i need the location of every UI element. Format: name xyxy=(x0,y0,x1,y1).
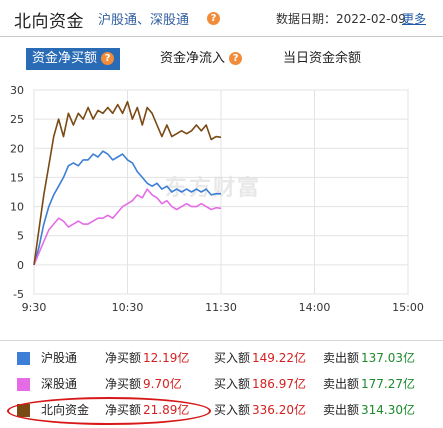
header: 北向资金 沪股通、深股通 ? 数据日期：2022-02-09 更多 xyxy=(0,0,443,36)
series-name: 深股通 xyxy=(41,377,78,391)
tab-daily-balance[interactable]: 当日资金余额 xyxy=(277,48,367,70)
series-line-深股通 xyxy=(33,188,222,266)
buy-label: 买入额 xyxy=(214,403,251,417)
sell-label: 卖出额 xyxy=(323,403,360,417)
highlight-ellipse xyxy=(7,397,211,425)
tab-net-buy[interactable]: 资金净买额 ? xyxy=(26,48,121,70)
line-chart: 30 25 20 15 10 5 0 -59:30 10:30 11:30 14:00 15:00 xyxy=(10,84,424,314)
sell-value: 314.30亿 xyxy=(361,403,415,417)
y-tick-label: 30 xyxy=(10,84,24,97)
y-tick-label: 5 xyxy=(17,230,24,243)
y-tick-label: 0 xyxy=(17,259,24,272)
x-tick-label: 11:30 xyxy=(205,301,237,314)
tab-label: 当日资金余额 xyxy=(283,51,362,66)
help-icon[interactable]: ? xyxy=(101,52,115,65)
watermark: 东方财富 xyxy=(165,176,262,201)
series-name: 沪股通 xyxy=(41,351,78,365)
x-tick-label: 14:00 xyxy=(299,301,331,314)
page-title: 北向资金 xyxy=(14,12,84,32)
header-divider xyxy=(0,36,443,37)
tab-label: 资金净买额 xyxy=(32,51,98,66)
buy-value: 149.22亿 xyxy=(252,351,306,365)
data-date-label: 数据日期： xyxy=(276,12,337,26)
chart-area: 东方财富 30 25 20 15 10 5 0 -5 9:30 10:30 11:30 14:00 15… xyxy=(0,80,443,320)
buy-label: 买入额 xyxy=(214,377,251,391)
buy-value: 336.20亿 xyxy=(252,403,306,417)
series-line-沪股通 xyxy=(33,150,222,266)
tab-label: 资金净流入 xyxy=(160,51,226,66)
sell-label: 卖出额 xyxy=(323,377,360,391)
y-tick-label: -5 xyxy=(13,288,24,301)
net-value: 12.19亿 xyxy=(143,351,190,365)
buy-value: 186.97亿 xyxy=(252,377,306,391)
sell-label: 卖出额 xyxy=(323,351,360,365)
legend-row-sz[interactable]: 深股通 净买额 9.70亿 买入额 186.97亿 卖出额 177.27亿 xyxy=(0,371,443,397)
buy-label: 买入额 xyxy=(214,351,251,365)
data-date: 数据日期：2022-02-09 xyxy=(276,10,406,27)
help-icon[interactable]: ? xyxy=(229,52,243,65)
x-tick-label: 10:30 xyxy=(112,301,144,314)
data-date-value: 2022-02-09 xyxy=(336,12,406,26)
help-icon[interactable]: ? xyxy=(207,12,220,25)
tab-bar: 资金净买额 ? 资金净流入 ? 当日资金余额 xyxy=(0,44,443,72)
y-tick-label: 25 xyxy=(10,113,24,126)
legend-table: 沪股通 净买额 12.19亿 买入额 149.22亿 卖出额 137.03亿 深… xyxy=(0,340,443,428)
y-tick-label: 15 xyxy=(10,171,24,184)
subtitle-link[interactable]: 沪股通、深股通 xyxy=(98,13,190,28)
series-swatch xyxy=(17,352,30,365)
sell-value: 177.27亿 xyxy=(361,377,415,391)
y-tick-label: 10 xyxy=(10,201,24,214)
series-line-北向资金 xyxy=(33,100,222,266)
y-tick-label: 20 xyxy=(10,142,24,155)
x-tick-label: 15:00 xyxy=(392,301,424,314)
more-link[interactable]: 更多 xyxy=(402,12,427,26)
legend-row-sh[interactable]: 沪股通 净买额 12.19亿 买入额 149.22亿 卖出额 137.03亿 xyxy=(0,345,443,371)
x-tick-label: 9:30 xyxy=(22,301,47,314)
net-label: 净买额 xyxy=(105,377,142,391)
sell-value: 137.03亿 xyxy=(361,351,415,365)
tab-net-inflow[interactable]: 资金净流入 ? xyxy=(154,48,248,70)
net-label: 净买额 xyxy=(105,351,142,365)
net-value: 9.70亿 xyxy=(143,377,182,391)
series-swatch xyxy=(17,378,30,391)
